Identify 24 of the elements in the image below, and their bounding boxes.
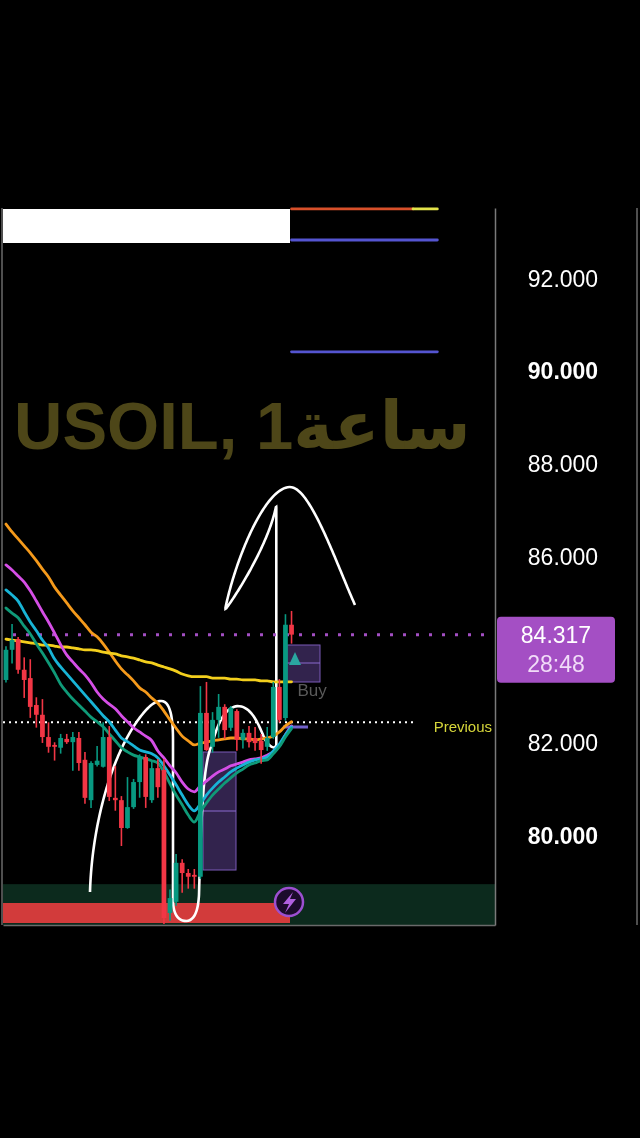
y-tick-label: 92.000 xyxy=(527,265,599,292)
ref-line-label: 84.317 28:48 xyxy=(520,621,592,677)
candlestick xyxy=(70,732,76,771)
candlestick xyxy=(228,706,234,731)
candlestick xyxy=(289,610,294,644)
ref-line-label: Previous xyxy=(433,718,492,736)
y-tick-label: 90.000 xyxy=(527,358,599,385)
candlestick xyxy=(179,859,185,893)
candlestick xyxy=(58,733,64,754)
candlestick xyxy=(125,777,130,829)
y-tick-label: 86.000 xyxy=(527,544,599,571)
candlestick xyxy=(64,733,70,744)
candlestick xyxy=(216,694,221,738)
candlestick xyxy=(155,758,161,798)
candlestick xyxy=(258,733,264,764)
candlestick xyxy=(222,704,228,739)
annotation: Buy xyxy=(297,681,328,700)
candlestick xyxy=(112,765,118,811)
text: USOIL, 1ساعة xyxy=(14,388,471,463)
candlestick xyxy=(264,726,270,751)
y-tick-label: 82.000 xyxy=(527,729,599,756)
y-tick-label: 80.000 xyxy=(527,822,599,849)
candlestick xyxy=(40,699,45,743)
y-tick-label: 88.000 xyxy=(527,451,599,478)
